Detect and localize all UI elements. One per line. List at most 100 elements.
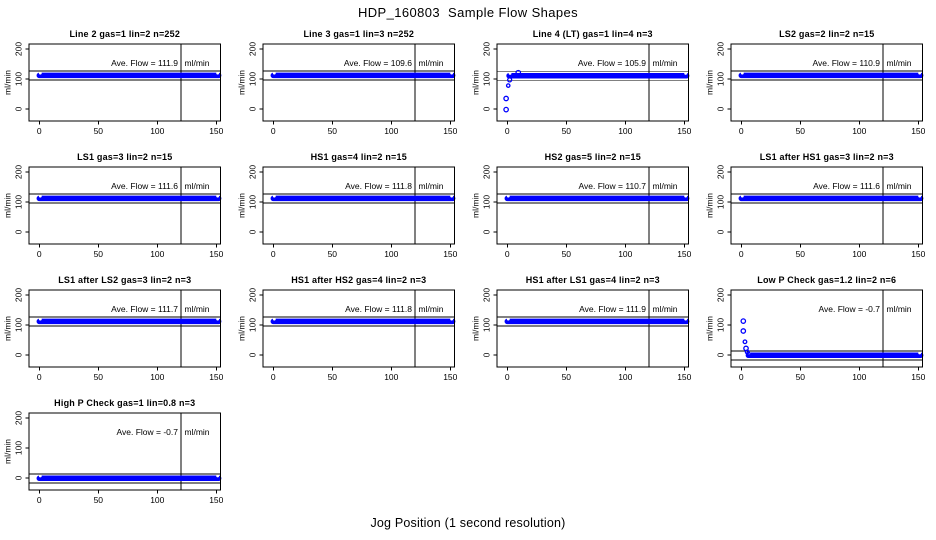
plot-box (28, 289, 221, 368)
x-tick-label: 150 (209, 495, 223, 505)
x-tick-label: 150 (677, 372, 691, 382)
y-tick-label: 0 (248, 352, 258, 357)
x-tick-label: 0 (37, 126, 42, 136)
data-point (505, 83, 511, 88)
x-tick-label: 100 (852, 372, 866, 382)
y-axis-unit-label: ml/min (237, 316, 247, 341)
plot-box (262, 166, 455, 245)
y-axis-unit-label: ml/min (471, 316, 481, 341)
main-title: HDP_160803 Sample Flow Shapes (357, 5, 579, 20)
y-tick-label: 200 (14, 42, 24, 56)
band-end-notch (272, 317, 276, 321)
subplot-10: HS1 after HS2 gas=4 lin=2 n=3 0 100 200 0 50 1… (234, 270, 468, 393)
subplot-7: HS2 gas=5 lin=2 n=15 0 100 200 0 50 100 150 ml/m… (468, 147, 702, 270)
x-tick-label: 100 (852, 126, 866, 136)
y-tick-label: 200 (716, 42, 726, 56)
subplot-title: Line 3 gas=1 lin=3 n=252 (303, 29, 414, 39)
subplot-9: LS1 after LS2 gas=3 lin=2 n=3 0 100 200 0 50 1… (0, 270, 234, 393)
x-tick-label: 0 (739, 126, 744, 136)
subplot-svg: LS1 after HS1 gas=3 lin=2 n=3 0 100 200 0 50 1… (705, 152, 926, 259)
avg-flow-unit: ml/min (419, 58, 444, 68)
y-tick-label: 100 (14, 441, 24, 455)
y-tick-label: 0 (14, 475, 24, 480)
plot-box (28, 166, 221, 245)
x-tick-label: 150 (209, 126, 223, 136)
subplot-4: LS2 gas=2 lin=2 n=15 0 100 200 0 50 100 150 ml/m… (702, 24, 936, 147)
avg-flow-unit: ml/min (887, 181, 912, 191)
y-axis-unit-label: ml/min (237, 70, 247, 95)
y-tick-label: 100 (248, 72, 258, 86)
x-tick-label: 150 (443, 372, 457, 382)
subplot-3: Line 4 (LT) gas=1 lin=4 n=3 0 100 200 0 50 100… (468, 24, 702, 147)
y-tick-label: 200 (716, 288, 726, 302)
avg-flow-value: Ave. Flow = 111.9 (579, 304, 646, 314)
band-end-notch (216, 71, 220, 75)
plot-box (28, 43, 221, 122)
band-end-notch (740, 194, 744, 198)
band-end-notch (38, 474, 42, 478)
subplot-svg: HS1 after HS2 gas=4 lin=2 n=3 0 100 200 0 50 1… (237, 275, 458, 382)
subplot-title: HS1 after HS2 gas=4 lin=2 n=3 (291, 275, 426, 285)
subplot-6: HS1 gas=4 lin=2 n=15 0 100 200 0 50 100 150 ml/m… (234, 147, 468, 270)
band-end-notch (272, 194, 276, 198)
band-end-notch (272, 71, 276, 75)
x-tick-label: 0 (739, 372, 744, 382)
y-tick-label: 0 (716, 106, 726, 111)
band-end-notch (684, 317, 688, 321)
y-axis-unit-label: ml/min (471, 193, 481, 218)
x-tick-label: 0 (37, 372, 42, 382)
band-end-notch (216, 317, 220, 321)
subplot-svg: LS1 after LS2 gas=3 lin=2 n=3 0 100 200 0 50 1… (3, 275, 224, 382)
x-tick-label: 100 (618, 126, 632, 136)
x-tick-label: 50 (796, 249, 806, 259)
avg-flow-unit: ml/min (185, 58, 210, 68)
y-tick-label: 200 (14, 411, 24, 425)
x-tick-label: 0 (739, 249, 744, 259)
band-end-notch (216, 474, 220, 478)
band-end-notch (38, 71, 42, 75)
avg-flow-value: Ave. Flow = 111.7 (111, 304, 178, 314)
x-tick-label: 50 (94, 495, 104, 505)
y-tick-label: 0 (248, 229, 258, 234)
x-tick-label: 150 (209, 372, 223, 382)
y-axis-unit-label: ml/min (705, 70, 715, 95)
data-point (745, 351, 751, 357)
band-end-notch (506, 194, 510, 198)
x-tick-label: 150 (911, 372, 925, 382)
data-point (742, 339, 748, 345)
band-end-notch (216, 194, 220, 198)
x-tick-label: 50 (562, 249, 572, 259)
x-tick-label: 100 (852, 249, 866, 259)
subplot-5: LS1 gas=3 lin=2 n=15 0 100 200 0 50 100 150 ml/m… (0, 147, 234, 270)
y-tick-label: 100 (248, 195, 258, 209)
y-axis-unit-label: ml/min (471, 70, 481, 95)
x-tick-label: 100 (384, 126, 398, 136)
x-tick-label: 50 (562, 126, 572, 136)
band-end-notch (508, 72, 512, 75)
avg-flow-value: Ave. Flow = 111.8 (345, 181, 412, 191)
y-tick-label: 0 (14, 229, 24, 234)
y-tick-label: 200 (482, 288, 492, 302)
x-tick-label: 100 (150, 372, 164, 382)
subplot-title: HS1 after LS1 gas=4 lin=2 n=3 (526, 275, 660, 285)
y-tick-label: 0 (482, 106, 492, 111)
y-tick-label: 0 (248, 106, 258, 111)
band-end-notch (918, 71, 922, 75)
avg-flow-unit: ml/min (185, 427, 210, 437)
x-tick-label: 0 (37, 495, 42, 505)
y-tick-label: 100 (248, 318, 258, 332)
x-tick-label: 100 (150, 126, 164, 136)
x-tick-label: 50 (328, 126, 338, 136)
subplot-title: LS2 gas=2 lin=2 n=15 (779, 29, 874, 39)
subplot-title: High P Check gas=1 lin=0.8 n=3 (54, 398, 195, 408)
x-tick-label: 100 (384, 372, 398, 382)
y-axis-unit-label: ml/min (3, 439, 13, 464)
x-tick-label: 150 (443, 126, 457, 136)
band-end-notch (684, 194, 688, 198)
data-point (507, 77, 513, 83)
y-tick-label: 0 (482, 229, 492, 234)
avg-flow-value: Ave. Flow = 111.6 (111, 181, 178, 191)
x-tick-label: 100 (150, 249, 164, 259)
x-tick-label: 50 (796, 372, 806, 382)
x-tick-label: 150 (443, 249, 457, 259)
